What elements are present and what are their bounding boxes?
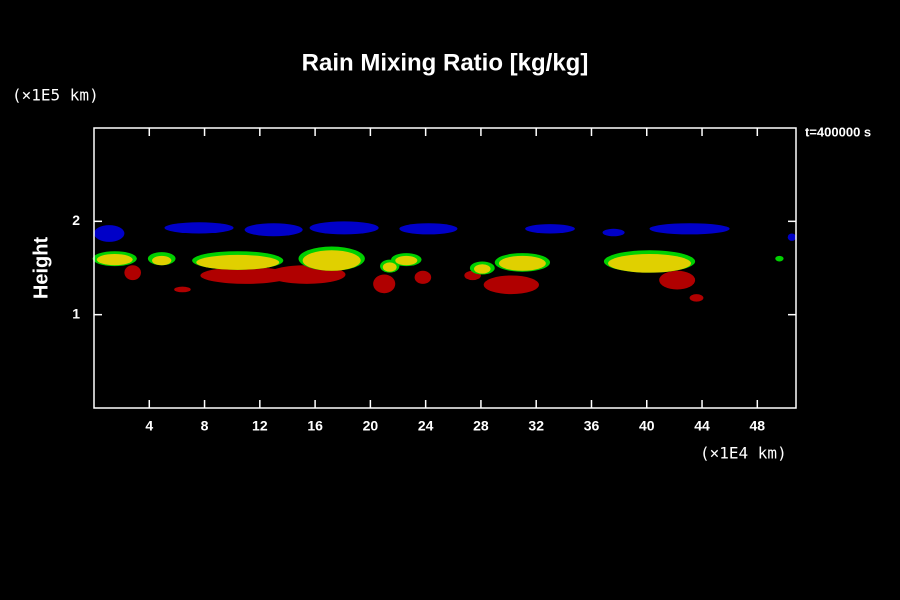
rain-region xyxy=(124,265,141,281)
rain-region xyxy=(174,286,191,293)
x-tick-label: 24 xyxy=(418,418,434,434)
x-tick-label: 12 xyxy=(252,418,268,434)
rain-region xyxy=(787,233,796,241)
x-tick-label: 16 xyxy=(307,418,323,434)
time-annotation: t=400000 s xyxy=(805,124,871,139)
x-tick-label: 44 xyxy=(694,418,710,434)
x-tick-label: 32 xyxy=(528,418,544,434)
rain-region xyxy=(474,264,491,274)
rain-region xyxy=(689,294,704,302)
rain-region xyxy=(302,250,361,271)
x-tick-label: 40 xyxy=(639,418,655,434)
x-tick-label: 20 xyxy=(363,418,379,434)
x-tick-label: 36 xyxy=(584,418,600,434)
y-tick-label: 1 xyxy=(72,305,80,321)
rain-region xyxy=(483,275,539,295)
rain-region xyxy=(498,255,546,271)
chart-title: Rain Mixing Ratio [kg/kg] xyxy=(302,49,589,76)
rain-region xyxy=(164,222,234,234)
x-tick-label: 48 xyxy=(750,418,766,434)
x-unit: (×1E4 km) xyxy=(700,444,787,463)
rain-region xyxy=(399,223,458,235)
rain-region xyxy=(309,221,379,235)
plot-area xyxy=(92,221,796,302)
y-axis-label: Height xyxy=(30,237,52,300)
rain-region xyxy=(525,224,575,234)
rain-region xyxy=(775,255,784,262)
rain-region xyxy=(196,254,280,270)
rain-region xyxy=(152,255,172,266)
rain-region xyxy=(382,262,397,272)
rain-region xyxy=(244,223,303,237)
rain-region xyxy=(373,274,396,294)
rain-region xyxy=(608,254,691,273)
rain-region xyxy=(602,228,625,237)
y-tick-label: 2 xyxy=(72,212,80,228)
rain-region xyxy=(649,223,730,235)
rain-region xyxy=(659,270,696,290)
rain-region xyxy=(414,270,432,284)
rain-region xyxy=(395,255,418,266)
rain-region xyxy=(94,225,125,242)
x-tick-label: 8 xyxy=(201,418,209,434)
x-tick-label: 28 xyxy=(473,418,489,434)
rain-region xyxy=(200,267,292,284)
y-unit: (×1E5 km) xyxy=(12,86,99,105)
plot-frame xyxy=(93,127,797,409)
x-tick-label: 4 xyxy=(145,418,153,434)
rain-region xyxy=(96,254,133,266)
